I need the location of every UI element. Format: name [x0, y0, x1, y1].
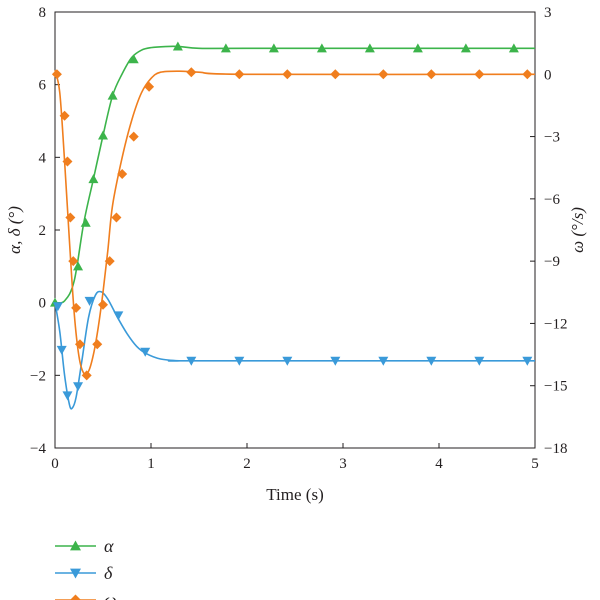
plot-frame — [54, 11, 536, 449]
data-point-marker — [378, 69, 389, 80]
x-axis-ticks: 0 1 2 3 4 5 — [51, 443, 539, 472]
x-axis-label: Time (s) — [266, 485, 323, 504]
data-point-marker — [426, 356, 437, 366]
data-point-marker — [92, 339, 103, 350]
right-y-tick-label: −6 — [544, 192, 560, 208]
right-y-axis-label: ω (°/s) — [568, 207, 587, 253]
data-point-marker — [220, 43, 231, 53]
data-point-marker — [84, 296, 95, 306]
x-tick-label: 4 — [435, 456, 443, 472]
data-point-marker — [140, 347, 151, 357]
data-point-marker — [113, 311, 124, 321]
data-point-marker — [268, 43, 279, 53]
left-y-tick-label: −4 — [30, 441, 46, 457]
data-point-marker — [98, 130, 108, 140]
right-y-tick-label: −15 — [544, 379, 567, 395]
data-point-marker — [128, 131, 139, 142]
legend-label: α — [104, 536, 114, 556]
x-tick-label: 5 — [531, 456, 539, 472]
data-point-marker — [508, 43, 519, 53]
data-point-marker — [73, 261, 84, 271]
data-point-marker — [73, 382, 84, 392]
left-y-axis-ticks: −4 −2 0 2 4 6 8 — [30, 5, 60, 457]
legend-item: α — [55, 536, 114, 556]
data-point-marker — [111, 212, 122, 223]
right-y-tick-label: 3 — [544, 5, 552, 21]
data-point-marker — [522, 356, 533, 366]
data-point-marker — [68, 256, 79, 267]
right-y-tick-label: −9 — [544, 254, 560, 270]
left-y-tick-label: 0 — [39, 296, 47, 312]
data-point-marker — [282, 69, 293, 80]
data-point-marker — [522, 69, 533, 80]
data-point-marker — [330, 356, 341, 366]
data-point-marker — [59, 110, 70, 121]
data-point-marker — [62, 391, 73, 401]
data-point-marker — [172, 41, 183, 51]
data-point-marker — [378, 356, 389, 366]
data-point-marker — [364, 43, 375, 53]
legend-label: ω — [104, 590, 117, 600]
data-point-marker — [74, 339, 85, 350]
data-point-marker — [186, 67, 197, 78]
x-tick-label: 0 — [51, 456, 59, 472]
data-point-marker — [282, 356, 293, 366]
left-y-axis-label: α, δ (°) — [5, 206, 24, 254]
data-point-marker — [474, 69, 485, 80]
left-y-tick-label: −2 — [30, 368, 46, 384]
data-point-marker — [81, 370, 92, 381]
right-y-tick-label: −12 — [544, 316, 567, 332]
left-y-tick-label: 2 — [39, 223, 47, 239]
legend-marker — [70, 594, 81, 600]
data-point-marker — [330, 69, 341, 80]
left-y-tick-label: 4 — [39, 150, 47, 166]
plot-area — [54, 11, 536, 449]
left-y-tick-label: 6 — [39, 78, 47, 94]
series-line — [54, 69, 536, 376]
x-tick-label: 1 — [147, 456, 155, 472]
legend-marker — [70, 540, 81, 551]
right-y-tick-label: −18 — [544, 441, 567, 457]
series-line — [54, 290, 535, 410]
data-point-marker — [51, 69, 62, 80]
data-point-marker — [426, 69, 437, 80]
data-point-marker — [71, 302, 82, 313]
series-left-triangle-up — [50, 41, 535, 307]
legend-label: δ — [104, 563, 113, 583]
right-y-axis-ticks: −18 −15 −12 −9 −6 −3 0 3 — [530, 5, 567, 457]
legend-marker — [70, 568, 81, 579]
data-point-marker — [104, 256, 115, 267]
series-left-triangle-down — [52, 290, 535, 410]
data-point-marker — [107, 90, 118, 100]
data-point-marker — [460, 43, 471, 53]
right-y-tick-label: 0 — [544, 67, 552, 83]
x-tick-label: 3 — [339, 456, 347, 472]
series-line — [54, 45, 535, 304]
data-point-marker — [88, 174, 99, 184]
data-point-marker — [65, 212, 76, 223]
left-y-tick-label: 8 — [39, 5, 47, 21]
legend-item: ω — [55, 590, 117, 600]
data-point-marker — [98, 299, 108, 310]
data-point-marker — [80, 217, 91, 227]
data-point-marker — [52, 302, 63, 312]
data-point-marker — [62, 156, 73, 167]
data-point-marker — [234, 356, 245, 366]
legend: αδω — [55, 536, 117, 600]
data-point-marker — [186, 356, 197, 366]
data-point-marker — [412, 43, 423, 53]
data-point-marker — [128, 54, 139, 64]
legend-item: δ — [55, 563, 113, 583]
data-point-marker — [144, 81, 155, 92]
data-point-marker — [234, 69, 245, 80]
x-tick-label: 2 — [243, 456, 251, 472]
data-point-marker — [316, 43, 327, 53]
data-point-marker — [56, 345, 67, 355]
data-point-marker — [117, 168, 128, 179]
right-y-tick-label: −3 — [544, 130, 560, 146]
series-layer — [50, 41, 536, 410]
series-right-diamond — [51, 67, 536, 381]
data-point-marker — [474, 356, 485, 366]
